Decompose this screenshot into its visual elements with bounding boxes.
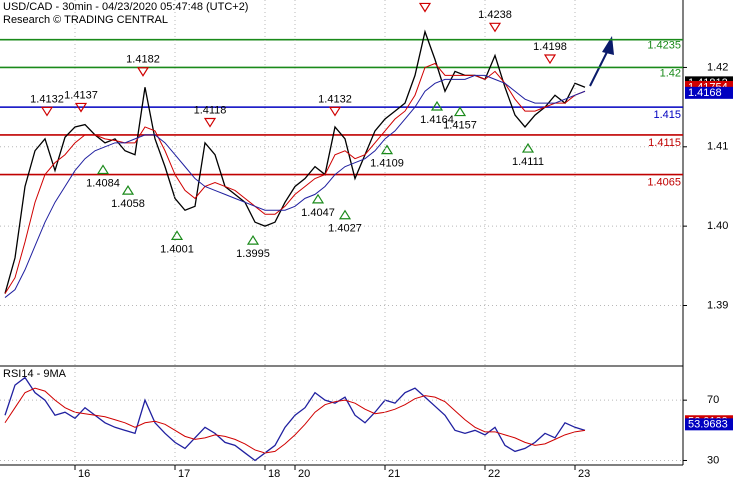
- series-line: [4, 29, 586, 294]
- pivot-low-marker: [96, 164, 110, 175]
- pivot-low-marker: [380, 144, 394, 155]
- pivot-label: 1.4238: [478, 9, 512, 21]
- pivot-label: 1.4263: [408, 0, 442, 1]
- pivot-low-marker: [521, 142, 535, 153]
- pivot-label: 1.4058: [111, 198, 145, 210]
- chart-subtitle: Research © TRADING CENTRAL: [3, 14, 168, 26]
- series-line: [4, 387, 586, 454]
- level-label: 1.4065: [647, 176, 681, 188]
- x-tick-label: 21: [388, 468, 400, 480]
- pivot-low-marker: [430, 100, 444, 111]
- series-line: [4, 376, 586, 462]
- pivot-high-marker: [40, 106, 54, 117]
- pivot-low-marker: [246, 234, 260, 245]
- pivot-low-marker: [170, 230, 184, 240]
- pivot-label: 1.4132: [30, 93, 64, 105]
- pivot-label: 1.3995: [236, 248, 270, 260]
- y-tick-label: 1.40: [707, 220, 728, 232]
- pivot-label: 1.4182: [126, 54, 160, 66]
- pivot-label: 1.4027: [328, 223, 362, 235]
- pivot-label: 1.4198: [533, 41, 567, 53]
- level-label: 1.4115: [648, 137, 681, 149]
- level-label: 1.415: [653, 109, 681, 121]
- pivot-low-marker: [121, 184, 135, 195]
- pivot-label: 1.4111: [512, 156, 544, 168]
- pivot-low-marker: [453, 106, 467, 117]
- level-label: 1.42: [660, 67, 681, 79]
- pivot-low-marker: [338, 209, 352, 220]
- pivot-high-marker: [488, 22, 502, 33]
- x-tick-label: 16: [78, 468, 90, 480]
- pivot-high-marker: [203, 117, 217, 128]
- pivot-label: 1.4109: [370, 158, 404, 170]
- y-tick-label: 70: [707, 394, 719, 406]
- price-tag: [685, 418, 733, 431]
- y-tick-label: 1.39: [707, 299, 728, 311]
- price-tag-label: 53.9683: [688, 419, 728, 431]
- x-tick-label: 17: [178, 468, 190, 480]
- price-tag: [685, 86, 733, 99]
- pivot-label: 1.4001: [160, 243, 194, 255]
- pivot-label: 1.4047: [301, 207, 335, 219]
- pivot-high-marker: [418, 2, 432, 13]
- y-tick-label: 1.41: [707, 141, 728, 153]
- y-tick-label: 30: [707, 454, 719, 466]
- pivot-label: 1.4084: [86, 177, 120, 189]
- pivot-label: 1.4118: [194, 104, 227, 116]
- series-line: [4, 74, 586, 298]
- pivot-label: 1.4157: [443, 119, 477, 131]
- x-tick-label: 18: [268, 468, 280, 480]
- x-tick-label: 22: [488, 468, 500, 480]
- x-tick-label: 20: [298, 468, 310, 480]
- x-tick-label: 23: [578, 468, 590, 480]
- rsi-title: RSI14 - 9MA: [3, 368, 67, 380]
- pivot-label: 1.4164: [420, 114, 454, 126]
- price-tag-label: 1.4168: [688, 87, 722, 99]
- pivot-high-marker: [328, 106, 342, 117]
- pivot-label: 1.4132: [318, 93, 352, 105]
- pivot-low-marker: [311, 193, 325, 204]
- pivot-high-marker: [74, 102, 88, 113]
- y-tick-label: 1.42: [707, 61, 728, 73]
- pivot-high-marker: [543, 54, 557, 65]
- pivot-label: 1.4137: [64, 89, 98, 101]
- pivot-high-marker: [136, 67, 150, 77]
- chart-title: USD/CAD - 30min - 04/23/2020 05:47:48 (U…: [3, 1, 248, 13]
- level-label: 1.4235: [647, 40, 681, 52]
